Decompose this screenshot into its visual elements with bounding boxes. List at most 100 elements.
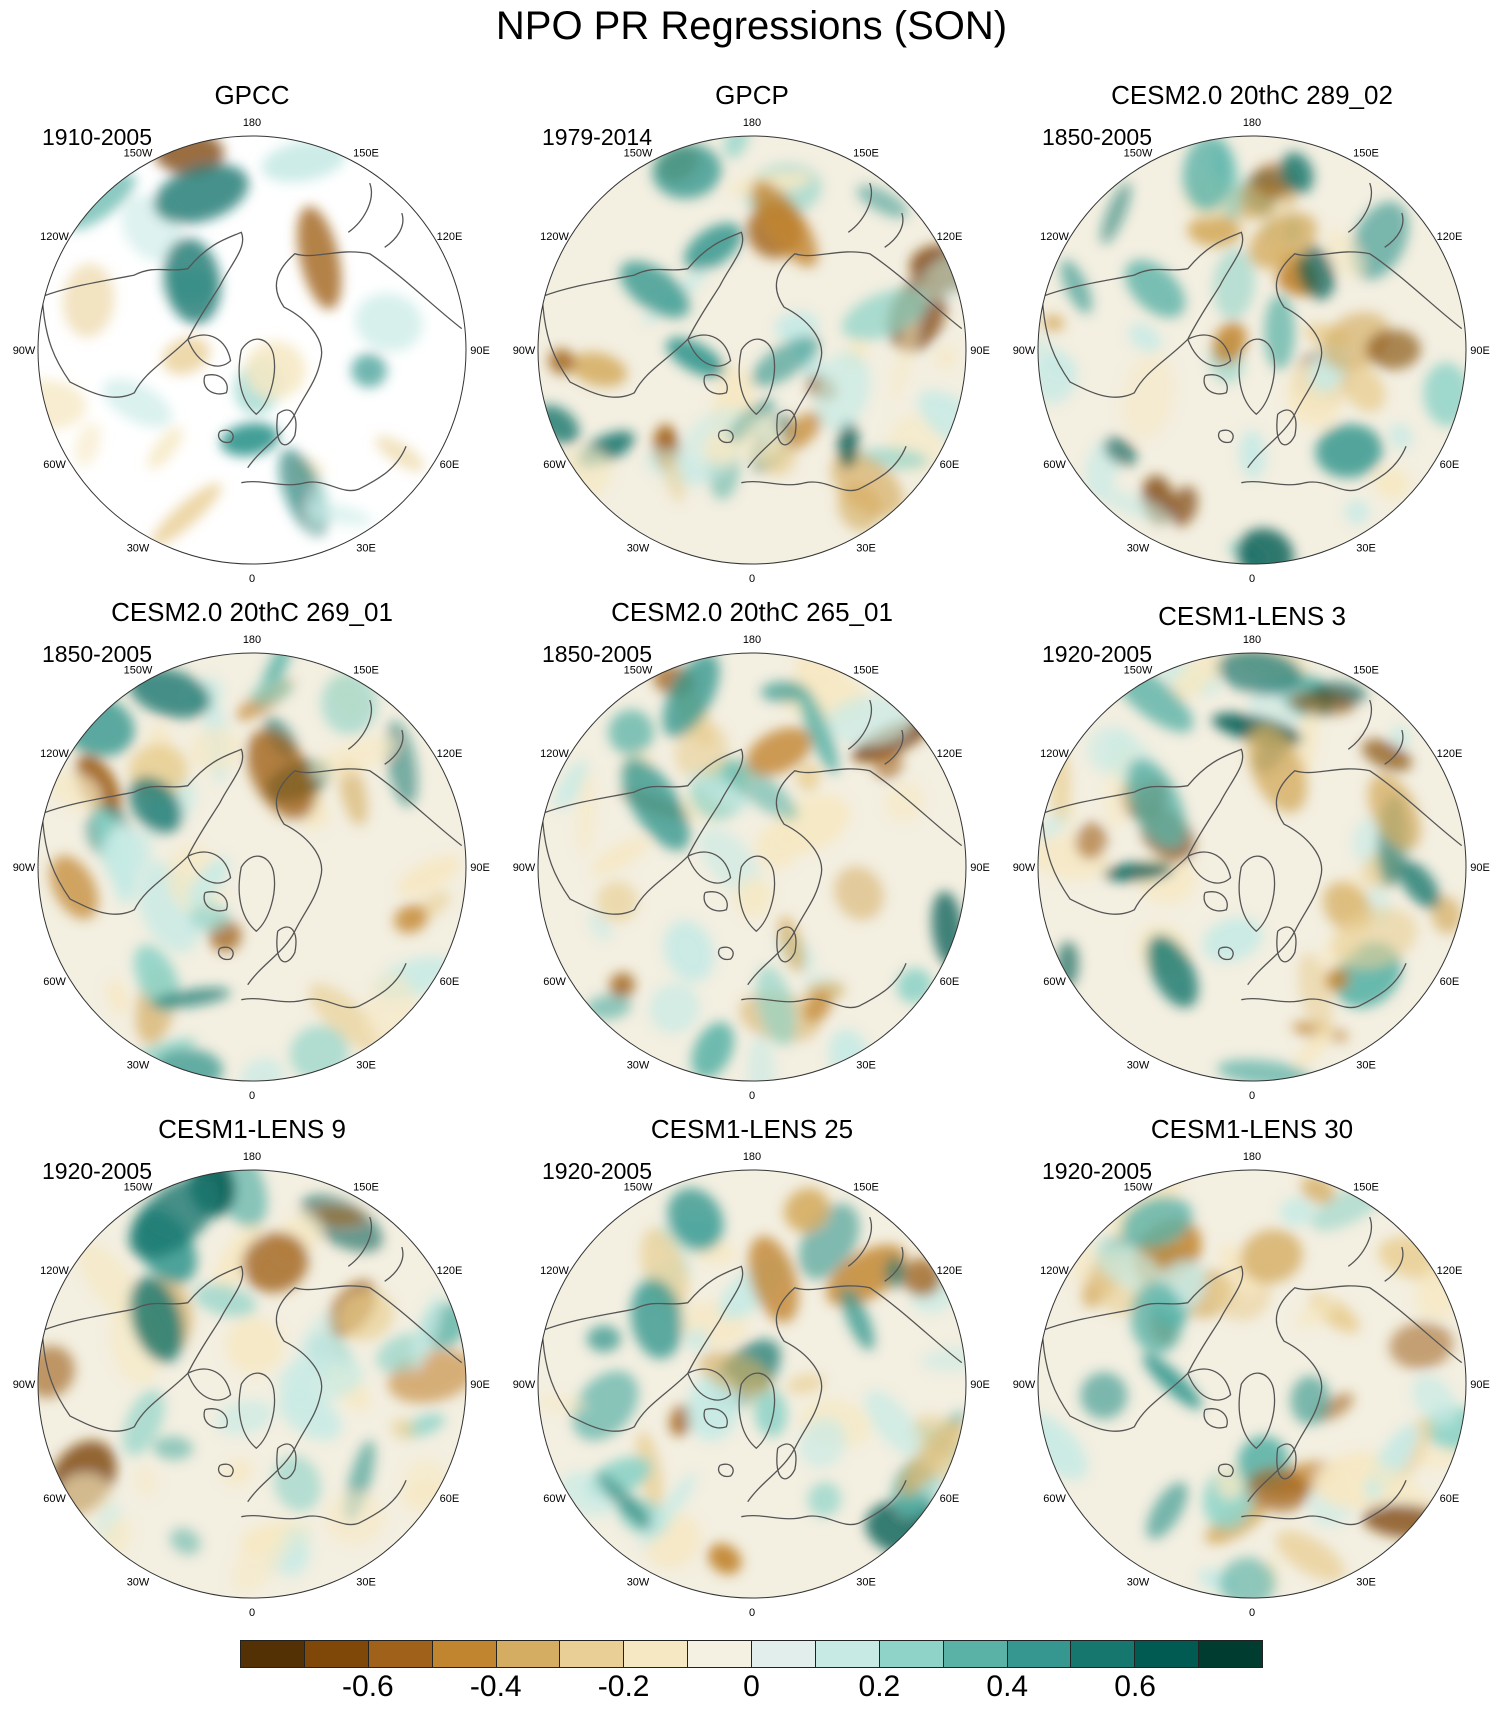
anomaly-contour	[1298, 952, 1333, 1036]
panel-title: CESM1-LENS 9	[158, 1114, 346, 1144]
anomaly-contour	[214, 1223, 264, 1292]
longitude-label: 120W	[1040, 748, 1069, 760]
coastline	[1217, 946, 1234, 961]
anomaly-contour	[321, 672, 378, 735]
coastline	[1203, 1408, 1228, 1429]
coastline	[1347, 182, 1372, 233]
polar-map: 180 150E 120E 90E 60E 30E 0 30W 60W 90W 120W 150W	[1013, 634, 1490, 1102]
colorbar-swatch	[1071, 1641, 1136, 1667]
coastline	[187, 851, 232, 884]
coastline	[703, 1408, 728, 1429]
anomaly-contour	[798, 686, 839, 774]
coastline	[187, 1368, 232, 1401]
anomaly-contour	[1038, 1412, 1088, 1480]
anomaly-contour	[890, 313, 919, 402]
anomaly-contour	[688, 771, 752, 812]
anomaly-contour	[1075, 822, 1108, 860]
longitude-label: 120W	[1040, 231, 1069, 243]
anomaly-contour	[703, 432, 737, 466]
colorbar-swatch	[624, 1641, 689, 1667]
coastlines	[41, 1216, 463, 1526]
anomaly-contour	[75, 755, 121, 818]
anomaly-contour	[667, 1188, 724, 1251]
anomaly-contour	[842, 288, 928, 341]
anomaly-contour	[1397, 859, 1441, 909]
longitude-label: 150W	[124, 148, 153, 160]
map-border	[37, 135, 467, 565]
longitude-label: 120E	[1437, 231, 1463, 243]
anomaly-contour	[1350, 201, 1409, 280]
anomaly-contour	[619, 261, 690, 318]
anomaly-contour	[153, 1436, 193, 1460]
colorbar-tick-label: 0.2	[858, 1670, 901, 1703]
anomaly-contour	[748, 1236, 799, 1323]
colorbar-tick-label: -0.2	[597, 1670, 650, 1703]
anomaly-contour	[885, 781, 924, 822]
anomaly-contour	[49, 855, 99, 920]
anomaly-contour	[153, 163, 249, 224]
anomaly-contour	[1345, 499, 1370, 525]
coastlines	[541, 1216, 963, 1526]
longitude-label: 120E	[1437, 1265, 1463, 1277]
anomaly-contour	[666, 337, 725, 378]
anomaly-contour	[1121, 1196, 1193, 1248]
longitude-label: 150E	[853, 148, 879, 160]
coastline	[703, 891, 728, 912]
coastline	[847, 182, 872, 233]
anomaly-contour	[639, 1473, 697, 1549]
anomaly-contour	[38, 379, 87, 430]
anomaly-contour	[1202, 917, 1263, 962]
coastlines	[41, 182, 463, 492]
longitude-label: 30E	[356, 1576, 376, 1588]
longitude-label: 60W	[543, 976, 566, 988]
coastline	[247, 768, 463, 986]
anomaly-contour	[1217, 653, 1303, 695]
coastline	[747, 1285, 963, 1503]
anomaly-field	[1038, 1170, 1466, 1598]
map-border	[37, 1169, 467, 1599]
anomaly-contour	[784, 1188, 830, 1232]
anomaly-field	[1038, 653, 1462, 1081]
anomaly-contour	[1368, 773, 1421, 852]
polar-map: 180 150E 120E 90E 60E 30E 0 30W 60W 90W 120W 150W	[13, 117, 490, 585]
coastline	[384, 729, 404, 765]
panel-period: 1850-2005	[42, 641, 152, 667]
coastlines	[541, 699, 963, 1009]
anomaly-contour	[630, 1278, 683, 1359]
anomaly-contour	[735, 876, 772, 918]
longitude-label: 150W	[624, 665, 653, 677]
longitude-label: 30W	[1127, 1576, 1150, 1588]
anomaly-contour	[698, 827, 761, 895]
anomaly-contour	[38, 1345, 75, 1398]
coastline	[1276, 1443, 1297, 1480]
longitude-label: 0	[749, 1090, 755, 1102]
anomaly-contour	[917, 390, 966, 450]
anomaly-contour	[100, 828, 152, 876]
anomaly-contour	[586, 1325, 621, 1352]
anomaly-contour	[240, 1058, 284, 1081]
coastlines	[541, 182, 963, 492]
anomaly-contour	[587, 912, 613, 941]
anomaly-contour	[297, 206, 342, 310]
map-border	[37, 652, 467, 1082]
longitude-label: 60E	[940, 459, 960, 471]
anomaly-contour	[134, 1465, 158, 1497]
anomaly-contour	[662, 454, 686, 503]
coastline	[1041, 748, 1244, 915]
anomaly-contour	[225, 1317, 285, 1375]
panel-period: 1920-2005	[542, 1158, 652, 1184]
map-panel: 180 150E 120E 90E 60E 30E 0 30W 60W 90W 120W 150W CE…	[502, 597, 1002, 1113]
coastline	[747, 251, 963, 469]
anomaly-contour	[755, 966, 796, 1047]
map-panel: 180 150E 120E 90E 60E 30E 0 30W 60W 90W 120W 150W GP…	[502, 80, 1002, 596]
coastline	[738, 1372, 776, 1450]
coastline	[1203, 374, 1228, 395]
longitude-label: 30W	[627, 542, 650, 554]
longitude-label: 90W	[513, 862, 536, 874]
anomaly-contour	[921, 1346, 966, 1372]
coastline	[217, 429, 234, 444]
anomaly-contour	[609, 972, 635, 999]
map-panel: 180 150E 120E 90E 60E 30E 0 30W 60W 90W 120W 150W CE…	[502, 1114, 1002, 1630]
longitude-label: 120E	[937, 1265, 963, 1277]
coastline	[1384, 729, 1404, 765]
